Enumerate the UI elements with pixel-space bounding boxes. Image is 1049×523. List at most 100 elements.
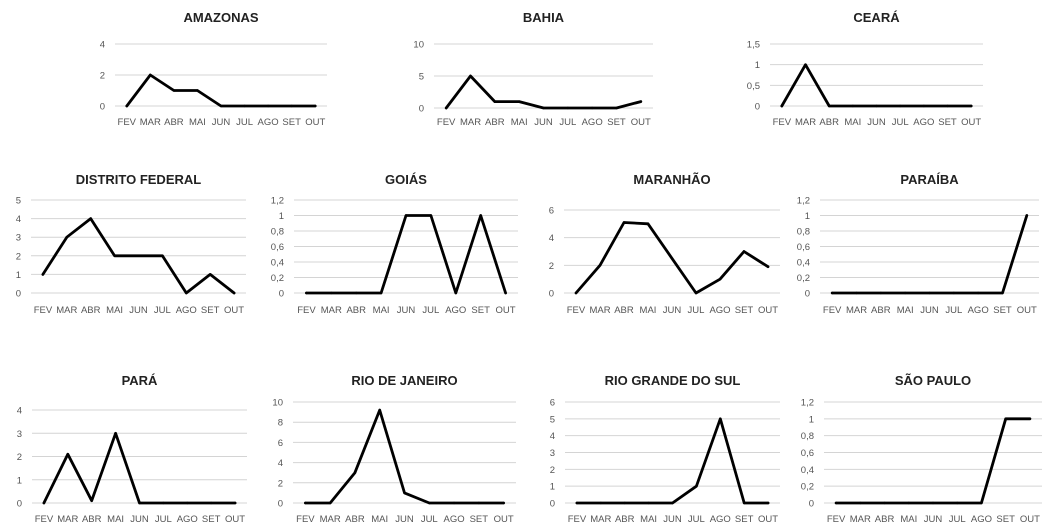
x-tick-label: SET	[202, 514, 221, 523]
y-tick-label: 1	[809, 414, 814, 425]
y-tick-label: 0	[279, 289, 284, 300]
data-point	[172, 89, 176, 92]
x-tick-label: OUT	[1020, 514, 1040, 523]
x-tick-label: JUN	[867, 117, 886, 128]
y-tick-label: 0,8	[801, 431, 814, 442]
x-tick-label: FEV	[34, 305, 53, 316]
y-tick-label: 0,2	[801, 482, 814, 493]
y-tick-label: 6	[550, 398, 555, 409]
x-tick-label: OUT	[758, 514, 778, 523]
y-tick-label: 0	[16, 289, 21, 300]
chart-panel: RIO DE JANEIRO 0 2 4 6 8 10 FEV MAR ABR MAI JUN JUL A…	[260, 365, 530, 523]
x-tick-label: MAR	[850, 514, 871, 523]
data-point	[454, 291, 457, 295]
x-tick-label: ABR	[485, 117, 505, 128]
chart-title: DISTRITO FEDERAL	[76, 172, 201, 187]
data-point	[1028, 417, 1032, 421]
x-tick-label: OUT	[496, 305, 516, 316]
y-tick-label: 3	[550, 448, 555, 459]
chart-panel: RIO GRANDE DO SUL 0 1 2 3 4 5 6 FEV MAR ABR MAI JUN J…	[530, 365, 790, 523]
data-point	[208, 273, 212, 276]
x-tick-label: AGO	[709, 305, 730, 316]
x-tick-label: FEV	[567, 305, 586, 316]
x-tick-label: FEV	[827, 514, 846, 523]
data-point	[859, 501, 862, 505]
x-tick-label: JUL	[892, 117, 909, 128]
x-tick-label: OUT	[225, 514, 245, 523]
data-point	[209, 501, 213, 505]
y-tick-label: 4	[549, 233, 554, 244]
y-tick-label: 8	[278, 418, 283, 429]
data-point	[622, 221, 626, 224]
data-point	[477, 501, 481, 505]
data-point	[404, 214, 408, 217]
data-point	[125, 104, 128, 108]
chart-title: RIO DE JANEIRO	[351, 373, 457, 388]
x-tick-label: FEV	[35, 514, 54, 523]
y-tick-label: 4	[17, 406, 22, 417]
line-chart: DISTRITO FEDERAL 0 1 2 3 4 5 FEV MAR ABR MAI JUN JUL…	[16, 172, 246, 316]
x-tick-label: FEV	[437, 117, 456, 128]
y-tick-label: 6	[549, 206, 554, 217]
series-line	[834, 417, 1032, 505]
x-tick-label: MAR	[320, 514, 341, 523]
chart-panel: PARAÍBA 0 0,2 0,4 0,6 0,8 1 1,2 FEV MAR ABR MAI JUN J…	[790, 160, 1049, 316]
data-point	[670, 257, 674, 260]
y-tick-label: 0	[17, 499, 22, 510]
y-tick-label: 0	[550, 499, 555, 510]
data-point	[647, 501, 650, 505]
x-tick-label: JUL	[422, 305, 439, 316]
line-chart: RIO DE JANEIRO 0 2 4 6 8 10 FEV MAR ABR MAI JUN JUL A…	[272, 373, 516, 523]
data-point	[1001, 291, 1004, 295]
y-tick-label: 6	[278, 438, 283, 449]
data-point	[590, 106, 594, 110]
x-tick-label: MAR	[56, 305, 77, 316]
y-tick-label: 0,8	[271, 227, 284, 238]
data-point	[855, 291, 858, 295]
y-tick-label: 4	[550, 431, 555, 442]
x-tick-label: JUN	[924, 514, 943, 523]
x-tick-label: MAI	[511, 117, 528, 128]
data-point	[1004, 417, 1007, 421]
y-tick-label: 0,6	[801, 448, 814, 459]
series-line	[42, 431, 237, 505]
x-tick-label: AGO	[582, 117, 603, 128]
data-point	[766, 265, 770, 268]
line-chart: PARÁ 0 1 2 3 4 FEV MAR ABR MAI JUN JUL AGO SET OUT	[17, 373, 247, 523]
x-tick-label: MAI	[640, 514, 657, 523]
data-point	[233, 501, 237, 505]
x-tick-label: SET	[735, 305, 754, 316]
x-tick-label: AGO	[445, 305, 466, 316]
y-tick-label: 0	[805, 289, 810, 300]
x-tick-label: AGO	[177, 514, 198, 523]
data-point	[598, 264, 602, 267]
data-point	[379, 291, 383, 295]
data-point	[883, 501, 886, 505]
data-point	[575, 501, 579, 505]
y-tick-label: 2	[549, 261, 554, 272]
data-point	[444, 106, 448, 110]
data-point	[875, 104, 878, 108]
data-point	[42, 501, 46, 505]
x-tick-label: JUL	[155, 514, 172, 523]
y-tick-label: 1	[17, 475, 22, 486]
data-point	[330, 291, 333, 295]
x-tick-label: OUT	[494, 514, 514, 523]
y-tick-label: 0	[278, 499, 283, 510]
data-point	[232, 291, 236, 295]
chart-title: PARAÍBA	[900, 172, 959, 187]
x-tick-label: JUL	[154, 305, 171, 316]
series-line	[125, 73, 317, 108]
x-tick-label: AGO	[913, 117, 934, 128]
chart-title: BAHIA	[523, 10, 565, 25]
y-tick-label: 4	[16, 214, 21, 225]
data-point	[574, 291, 578, 295]
data-point	[922, 104, 926, 108]
data-point	[952, 291, 956, 295]
y-tick-label: 5	[419, 72, 424, 83]
line-chart: MARANHÃO 0 2 4 6 FEV MAR ABR MAI JUN JUL AGO SET OUT	[549, 172, 780, 316]
y-tick-label: 1	[805, 211, 810, 222]
x-tick-label: ABR	[614, 305, 634, 316]
data-point	[969, 104, 973, 108]
